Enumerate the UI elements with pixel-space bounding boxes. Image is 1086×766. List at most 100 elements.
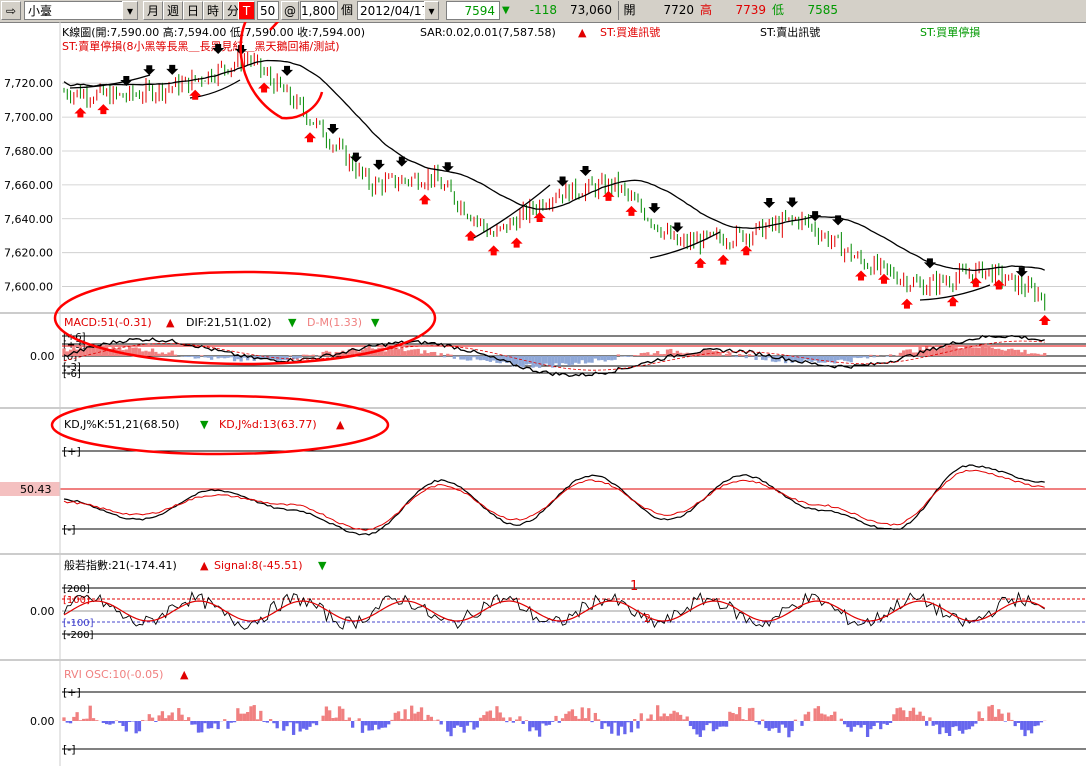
st-buy-stop-label: ST:買單停損 [920, 25, 980, 39]
buy-arrow-icon [740, 245, 753, 256]
sell-arrow-icon [212, 44, 225, 55]
price-y-label: 7,680.00 [4, 145, 53, 158]
price-y-label: 7,600.00 [4, 281, 53, 294]
red-annotations [50, 22, 437, 456]
period-tick-button[interactable]: T [238, 1, 255, 20]
low-value: 7585 [807, 3, 838, 17]
annotation-1: 1 [630, 579, 638, 594]
dm-label: D-M(1.33) [307, 316, 362, 329]
chevron-down-icon[interactable]: ▾ [122, 1, 138, 20]
cci-signal-label: Signal:8(-45.51) [214, 559, 303, 572]
sell-arrow-icon [579, 165, 592, 176]
buy-arrow-icon [900, 298, 913, 309]
rvi-histogram [62, 704, 1047, 738]
buy-arrow-icon [855, 270, 868, 281]
cci-zero-label: 0.00 [30, 605, 55, 618]
toolbar: ⇨ 小臺 ▾ 月 週 日 時 分 T 50 @ 1,800 個 2012/04/… [0, 0, 1086, 23]
sell-arrow-icon [763, 198, 776, 209]
sell-arrow-icon [143, 65, 156, 76]
cci-band-label: [-100] [63, 618, 94, 629]
sell-arrow-icon [372, 159, 385, 170]
date-dropdown-icon[interactable]: ▾ [424, 1, 439, 20]
buy-arrow-icon [304, 132, 316, 143]
price-y-label: 7,700.00 [4, 111, 53, 124]
annotation-2: 2 [644, 612, 651, 625]
sell-arrow-icon [832, 215, 845, 226]
sar-curve [69, 74, 151, 89]
chart-area[interactable]: K線圖(開:7,590.00 高:7,594.00 低:7,590.00 收:7… [0, 22, 1086, 766]
sell-arrow-icon [648, 203, 661, 214]
buy-arrow-icon [694, 257, 707, 268]
sell-arrow-icon [671, 222, 684, 233]
sell-arrow-icon [120, 76, 133, 87]
buy-arrow-icon [510, 237, 523, 248]
interval-field[interactable]: 50 [257, 1, 279, 20]
high-value: 7739 [735, 3, 766, 17]
cci-band-label: [200] [63, 584, 90, 595]
kd-k-arrow-icon: ▼ [200, 418, 209, 431]
change-down-icon: ▼ [502, 5, 510, 16]
buy-arrow-icon [602, 190, 615, 201]
macd-band-label: [0] [63, 352, 77, 363]
macd-band-label: [-6] [63, 369, 81, 380]
buy-arrow-icon [418, 194, 431, 205]
rvi-minus-label: [-] [63, 743, 76, 756]
sell-arrow-icon [281, 65, 294, 76]
date-field[interactable]: 2012/04/17 [357, 1, 429, 20]
open-value: 7720 [663, 3, 694, 17]
kd-plus-label: [+] [63, 445, 81, 458]
cci-signal-line [63, 600, 1045, 622]
rvi-panel: RVI OSC:10(-0.05) ▲ 0.00 [+] [-] [30, 668, 1086, 756]
kd-d-label: KD,J%d:13(63.77) [219, 418, 317, 431]
st-sell-signal-label: ST:賣出訊號 [760, 25, 820, 39]
buy-arrow-icon [1038, 315, 1051, 326]
product-select[interactable]: 小臺 [24, 1, 138, 20]
sar-curve [469, 184, 551, 241]
price-gridlines [62, 82, 1086, 287]
sell-arrow-icon [326, 124, 339, 135]
moving-average-line [63, 59, 1045, 272]
buy-arrow-icon [625, 205, 638, 216]
buy-arrow-icon [74, 107, 87, 118]
buy-arrow-icon [464, 230, 477, 241]
st-buy-signal-label: ST:買進訊號 [600, 25, 660, 39]
sell-arrow-icon [395, 156, 408, 167]
sar-lines [69, 74, 991, 301]
sell-arrow-icon [166, 64, 179, 75]
price-y-axis: 7,720.00 7,700.00 7,680.00 7,660.00 7,640.00… [4, 77, 53, 293]
st-sell-stop-label: ST:賣單停損(8小黑等長黑＿長黑見紅＿黑天鵝回補/測試) [62, 39, 340, 53]
buy-arrow-icon [258, 82, 271, 93]
kd-level-badge [0, 482, 60, 496]
low-label: 低 [771, 3, 784, 17]
macd-band-label: [-3] [63, 362, 81, 373]
sar-label: SAR:0.02,0.01(7,587.58) [420, 26, 556, 39]
cci-panel: 般若指數:21(-174.41) ▲ Signal:8(-45.51) ▼ 0.… [30, 558, 1086, 641]
price-y-label: 7,720.00 [4, 77, 53, 90]
open-label: 開 [618, 1, 640, 20]
price-y-label: 7,640.00 [4, 213, 53, 226]
price-y-label: 7,620.00 [4, 247, 53, 260]
period-hour-button[interactable]: 時 [203, 1, 223, 20]
period-week-button[interactable]: 週 [163, 1, 183, 20]
buy-arrow-icon [487, 245, 500, 256]
sar-arrow-icon: ▲ [578, 26, 587, 39]
kd-d-arrow-icon: ▲ [336, 418, 345, 431]
at-button[interactable]: @ [281, 1, 299, 20]
kline-header: K線圖(開:7,590.00 高:7,594.00 低:7,590.00 收:7… [62, 25, 365, 39]
kd-k-label: KD,J%K:51,21(68.50) [64, 418, 179, 431]
arrow-right-icon[interactable]: ⇨ [1, 1, 21, 20]
annotation-kd-ellipse [50, 394, 390, 456]
rvi-arrow-icon: ▲ [180, 668, 189, 681]
period-day-button[interactable]: 日 [183, 1, 203, 20]
sell-arrow-icon [441, 162, 454, 173]
count-field[interactable]: 1,800 [300, 1, 338, 20]
period-month-button[interactable]: 月 [143, 1, 163, 20]
dif-arrow-icon: ▼ [288, 316, 297, 329]
cci-signal-arrow-icon: ▼ [318, 559, 327, 572]
buy-arrow-icon [969, 277, 982, 288]
cci-band-label: [-200] [63, 630, 94, 641]
rvi-label: RVI OSC:10(-0.05) [64, 668, 163, 681]
sell-arrow-icon [349, 152, 362, 163]
cci-band-label: [100] [63, 595, 90, 606]
buy-arrow-icon [992, 279, 1005, 290]
